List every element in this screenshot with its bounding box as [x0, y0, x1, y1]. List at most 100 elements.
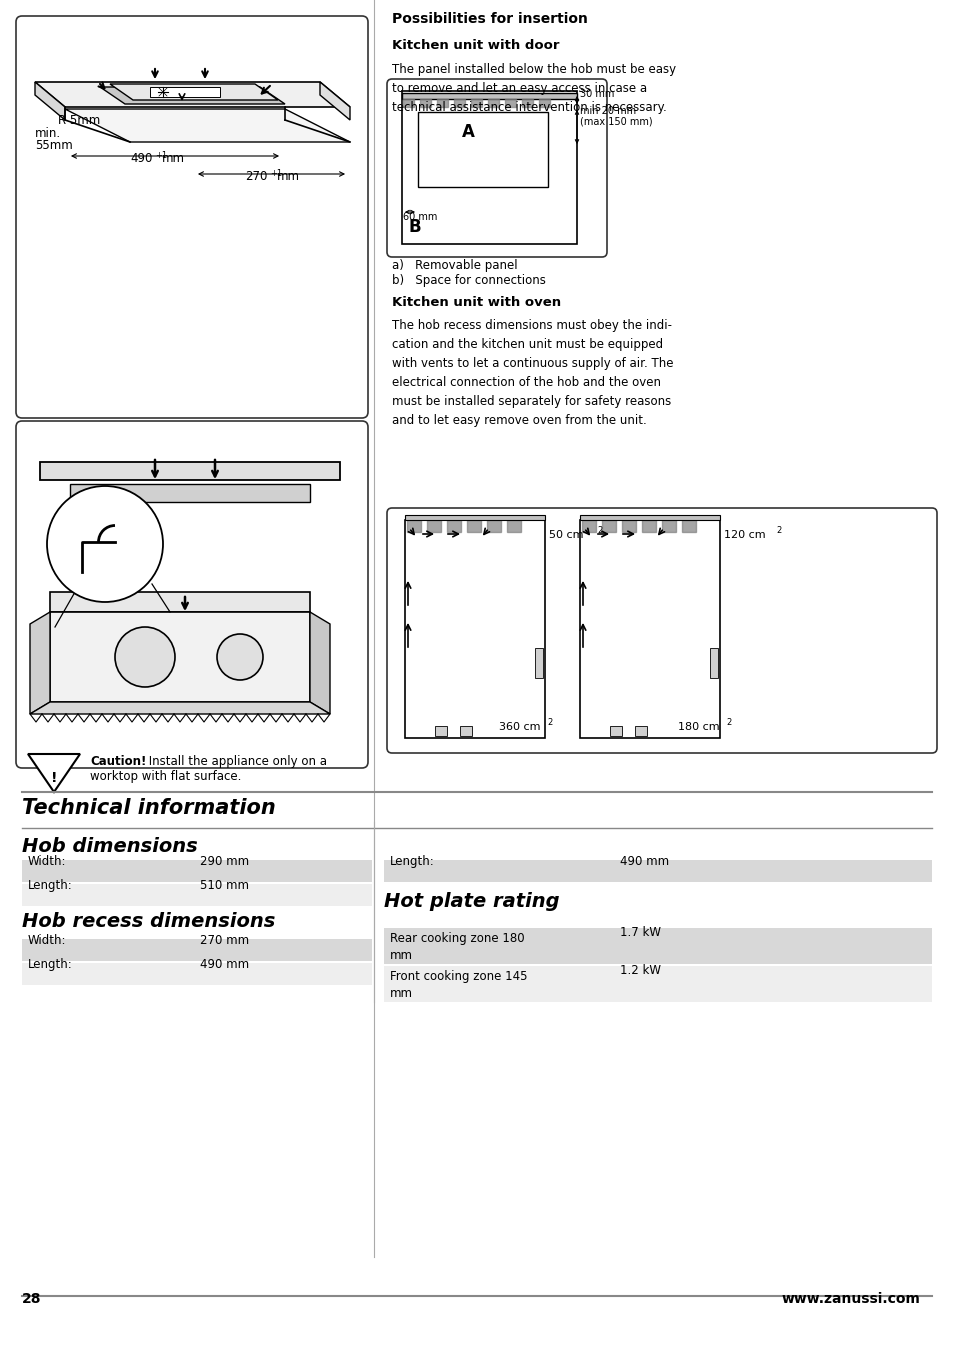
Polygon shape	[538, 99, 550, 107]
Text: 28: 28	[22, 1293, 42, 1306]
Polygon shape	[65, 110, 350, 142]
Text: The hob recess dimensions must obey the indi-
cation and the kitchen unit must b: The hob recess dimensions must obey the …	[392, 319, 673, 427]
Polygon shape	[40, 462, 339, 480]
Text: Kitchen unit with door: Kitchen unit with door	[392, 39, 558, 51]
Bar	[459, 726, 472, 735]
Text: Length:: Length:	[28, 959, 72, 971]
Polygon shape	[454, 99, 464, 107]
Polygon shape	[447, 521, 460, 531]
Bar	[635, 726, 646, 735]
Bar	[384, 965, 931, 1002]
Text: mm: mm	[276, 170, 299, 183]
Text: 1.7 kW: 1.7 kW	[619, 926, 660, 940]
FancyBboxPatch shape	[16, 420, 368, 768]
Text: 30 mm: 30 mm	[579, 89, 614, 99]
Text: 360 cm: 360 cm	[498, 722, 540, 731]
Bar	[435, 726, 447, 735]
Bar	[405, 515, 544, 521]
Text: Hob dimensions: Hob dimensions	[22, 837, 197, 856]
Text: 60 mm: 60 mm	[402, 212, 436, 222]
Text: 490 mm: 490 mm	[619, 854, 668, 868]
Text: R 5mm: R 5mm	[58, 114, 100, 127]
Text: 490 mm: 490 mm	[200, 959, 249, 971]
Polygon shape	[467, 521, 480, 531]
Text: !: !	[51, 771, 57, 786]
Bar	[405, 521, 544, 738]
FancyBboxPatch shape	[16, 16, 368, 418]
Polygon shape	[35, 82, 65, 120]
Polygon shape	[488, 99, 498, 107]
Bar	[401, 93, 577, 99]
Text: 490: 490	[130, 151, 152, 165]
Bar	[535, 648, 542, 677]
FancyBboxPatch shape	[387, 508, 936, 753]
Text: Possibilities for insertion: Possibilities for insertion	[392, 12, 587, 26]
Bar	[709, 648, 718, 677]
Text: A: A	[461, 123, 474, 141]
Circle shape	[216, 634, 263, 680]
Text: (max 150 mm): (max 150 mm)	[579, 118, 652, 127]
Bar	[417, 112, 547, 187]
Polygon shape	[319, 82, 350, 120]
Polygon shape	[661, 521, 676, 531]
Bar	[22, 940, 372, 961]
Polygon shape	[427, 521, 440, 531]
Circle shape	[115, 627, 174, 687]
Polygon shape	[30, 702, 330, 714]
Bar	[22, 963, 372, 986]
Circle shape	[47, 485, 163, 602]
Polygon shape	[419, 99, 431, 107]
Bar	[22, 860, 372, 882]
Polygon shape	[50, 612, 310, 702]
Text: 2: 2	[775, 526, 781, 535]
Polygon shape	[436, 99, 448, 107]
Text: Technical information: Technical information	[22, 798, 275, 818]
Text: a)   Removable panel: a) Removable panel	[392, 260, 517, 272]
Text: +1: +1	[154, 151, 167, 160]
Text: Install the appliance only on a: Install the appliance only on a	[145, 754, 327, 768]
Text: Kitchen unit with oven: Kitchen unit with oven	[392, 296, 560, 310]
Bar	[401, 91, 577, 243]
Text: min 20 mm: min 20 mm	[579, 105, 636, 116]
Polygon shape	[486, 521, 500, 531]
Polygon shape	[521, 99, 533, 107]
Text: 2: 2	[546, 718, 552, 727]
Text: 50 cm: 50 cm	[548, 530, 583, 539]
Polygon shape	[681, 521, 696, 531]
Polygon shape	[506, 521, 520, 531]
Bar	[22, 884, 372, 906]
Text: 2: 2	[597, 526, 601, 535]
Text: mm: mm	[162, 151, 185, 165]
Polygon shape	[471, 99, 481, 107]
Text: +1: +1	[270, 169, 282, 178]
Polygon shape	[100, 87, 285, 104]
Text: The panel installed below the hob must be easy
to remove and let an easy access : The panel installed below the hob must b…	[392, 64, 676, 114]
Polygon shape	[30, 612, 50, 714]
Polygon shape	[402, 99, 414, 107]
Text: www.zanussi.com: www.zanussi.com	[781, 1293, 919, 1306]
Text: 120 cm: 120 cm	[723, 530, 765, 539]
Text: 270 mm: 270 mm	[200, 934, 249, 946]
Text: Front cooking zone 145
mm: Front cooking zone 145 mm	[390, 969, 527, 1000]
Text: Rear cooking zone 180
mm: Rear cooking zone 180 mm	[390, 932, 524, 963]
Polygon shape	[28, 754, 80, 792]
Text: 270: 270	[245, 170, 267, 183]
Polygon shape	[407, 521, 420, 531]
Polygon shape	[601, 521, 616, 531]
Polygon shape	[641, 521, 656, 531]
Text: 180 cm: 180 cm	[678, 722, 719, 731]
Polygon shape	[621, 521, 636, 531]
Text: Hot plate rating: Hot plate rating	[384, 892, 559, 911]
Bar	[384, 927, 931, 964]
Bar	[150, 87, 220, 97]
Polygon shape	[70, 484, 310, 502]
Text: 2: 2	[725, 718, 731, 727]
Bar	[579, 521, 720, 738]
Polygon shape	[50, 592, 310, 612]
Text: Hob recess dimensions: Hob recess dimensions	[22, 913, 275, 932]
Polygon shape	[504, 99, 516, 107]
Text: b)   Space for connections: b) Space for connections	[392, 274, 545, 287]
Text: Width:: Width:	[28, 854, 67, 868]
Polygon shape	[110, 84, 277, 100]
Polygon shape	[35, 82, 350, 107]
